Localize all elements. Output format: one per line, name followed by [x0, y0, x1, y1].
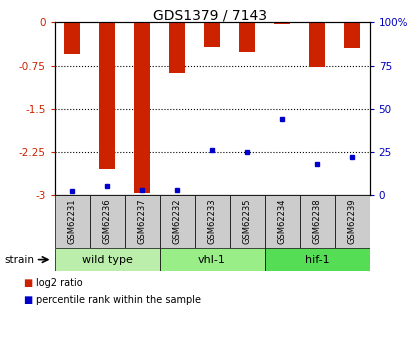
Text: GDS1379 / 7143: GDS1379 / 7143: [153, 9, 267, 23]
Bar: [194, 195, 230, 248]
Bar: [230, 195, 265, 248]
Bar: [169, 22, 185, 73]
Text: GSM62235: GSM62235: [243, 199, 252, 244]
Bar: [344, 22, 360, 48]
Bar: [309, 22, 325, 67]
Text: strain: strain: [4, 255, 34, 265]
Text: GSM62233: GSM62233: [207, 199, 217, 245]
Bar: [265, 195, 299, 248]
Text: GSM62232: GSM62232: [173, 199, 181, 244]
Text: ■: ■: [23, 295, 32, 305]
Text: vhl-1: vhl-1: [198, 255, 226, 265]
Bar: [204, 22, 220, 47]
Text: hif-1: hif-1: [305, 255, 329, 265]
Bar: [89, 195, 125, 248]
Bar: [55, 195, 89, 248]
Bar: [160, 195, 194, 248]
Bar: [64, 22, 80, 54]
Text: wild type: wild type: [81, 255, 133, 265]
Bar: [55, 248, 160, 271]
Bar: [299, 195, 335, 248]
Text: GSM62236: GSM62236: [102, 199, 112, 245]
Text: GSM62238: GSM62238: [312, 199, 322, 245]
Text: percentile rank within the sample: percentile rank within the sample: [36, 295, 201, 305]
Bar: [99, 22, 115, 169]
Bar: [335, 195, 370, 248]
Text: log2 ratio: log2 ratio: [36, 278, 82, 288]
Bar: [160, 248, 265, 271]
Bar: [239, 22, 255, 52]
Bar: [125, 195, 160, 248]
Bar: [134, 22, 150, 193]
Bar: [265, 248, 370, 271]
Text: ■: ■: [23, 278, 32, 288]
Text: GSM62231: GSM62231: [68, 199, 76, 244]
Text: GSM62237: GSM62237: [138, 199, 147, 245]
Text: GSM62239: GSM62239: [348, 199, 357, 244]
Text: GSM62234: GSM62234: [278, 199, 286, 244]
Bar: [274, 22, 290, 23]
